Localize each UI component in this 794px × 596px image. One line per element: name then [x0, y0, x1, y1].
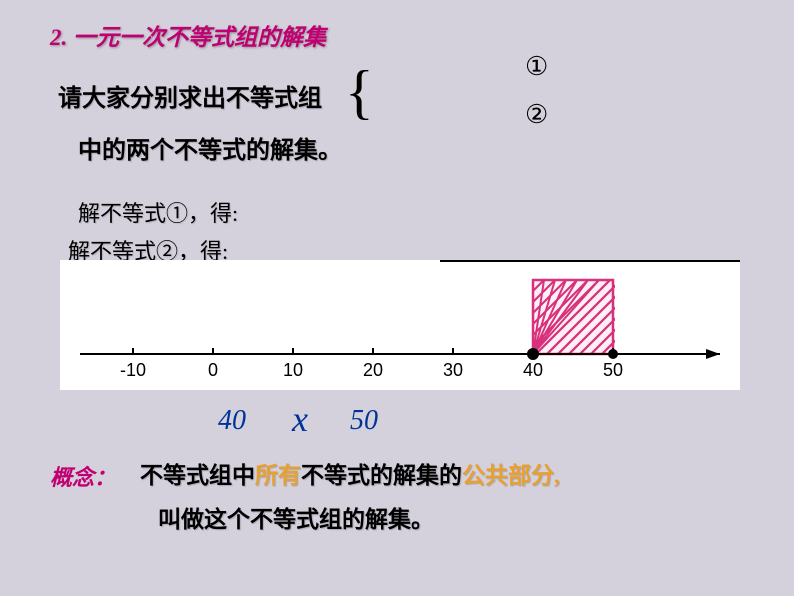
- concept-text-1: 不等式组中所有不等式的解集的公共部分,: [140, 456, 560, 490]
- result-40: 40: [218, 405, 246, 437]
- svg-text:0: 0: [208, 360, 218, 380]
- brace-symbol: {: [345, 58, 374, 127]
- concept-1c: 不等式的解集的: [301, 463, 462, 488]
- svg-text:-10: -10: [120, 360, 146, 380]
- question-line-2: 中的两个不等式的解集。: [78, 130, 342, 165]
- solve-line-1: 解不等式①，得:: [78, 196, 238, 228]
- result-x: x: [292, 398, 308, 440]
- concept-text-2: 叫做这个不等式组的解集。: [158, 500, 434, 534]
- svg-text:30: 30: [443, 360, 463, 380]
- svg-text:10: 10: [283, 360, 303, 380]
- svg-text:50: 50: [603, 360, 623, 380]
- section-title: 2. 一元一次不等式组的解集: [50, 18, 326, 52]
- concept-1d-orange: 公共部分,: [462, 463, 560, 488]
- circle-number-1: ①: [525, 52, 548, 82]
- question-line-1: 请大家分别求出不等式组: [58, 78, 322, 113]
- concept-label: 概念：: [50, 460, 116, 492]
- number-line-diagram: -10 0 10 20 30 40 50: [60, 260, 740, 390]
- concept-1a: 不等式组中: [140, 463, 255, 488]
- svg-text:20: 20: [363, 360, 383, 380]
- svg-text:40: 40: [523, 360, 543, 380]
- concept-1b-orange: 所有: [255, 463, 301, 488]
- result-50: 50: [350, 405, 378, 437]
- circle-number-2: ②: [525, 100, 548, 130]
- number-line-svg: -10 0 10 20 30 40 50: [60, 260, 740, 390]
